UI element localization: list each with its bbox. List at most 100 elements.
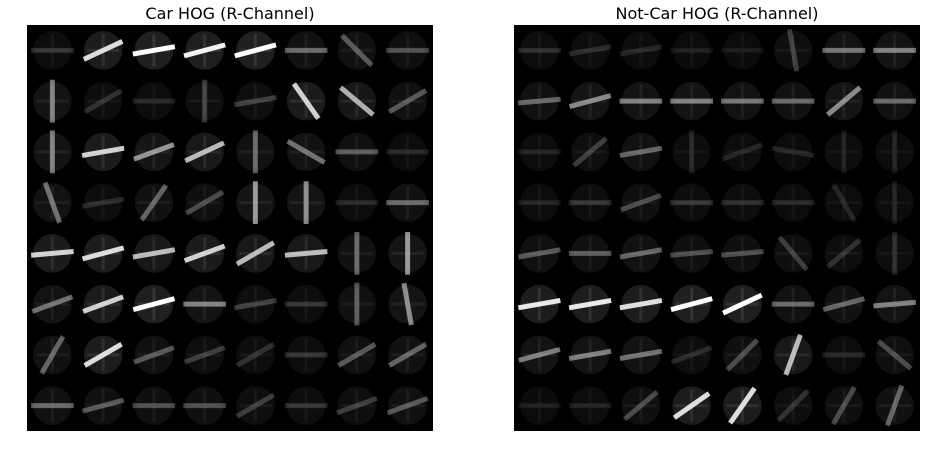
notcar-hog-cell <box>619 132 663 172</box>
car-hog-cell-halo <box>134 335 174 375</box>
notcar-hog-cell <box>670 284 713 324</box>
car-hog-cell <box>388 282 427 326</box>
car-hog-cell-halo <box>33 335 72 375</box>
car-hog-cell-halo <box>337 31 377 70</box>
notcar-hog-cell <box>670 234 714 273</box>
notcar-hog-cell <box>824 81 864 121</box>
notcar-hog-cell-bar <box>517 297 561 311</box>
notcar-hog-cell-bar <box>721 142 764 162</box>
notcar-hog-cell-bar <box>876 339 913 371</box>
car-hog-cell <box>31 386 74 425</box>
notcar-hog-cell-cross <box>827 287 861 321</box>
notcar-hog-cell-halo <box>672 81 711 121</box>
car-hog-cell-cross <box>340 338 374 372</box>
notcar-hog-cell-halo <box>824 284 864 324</box>
notcar-hog-cell <box>822 31 866 70</box>
car-hog-cell-cross <box>36 338 69 372</box>
notcar-hog-cell-halo <box>723 183 762 222</box>
car-hog-cell-halo <box>33 183 72 222</box>
notcar-hog-cell-halo <box>824 183 864 222</box>
notcar-hog-cell <box>723 335 762 375</box>
notcar-hog-cell-cross <box>776 237 810 270</box>
notcar-hog-cell-cross <box>827 389 861 422</box>
notcar-hog-cell-bar <box>728 386 757 425</box>
car-hog-cell-cross <box>86 389 120 422</box>
notcar-hog-cell <box>873 284 917 324</box>
car-hog-cell-cross <box>188 389 221 422</box>
car-hog-cell-halo <box>185 284 224 324</box>
notcar-hog-cell-halo <box>672 335 711 375</box>
car-hog-cell-cross <box>239 135 272 169</box>
car-hog-cell <box>83 335 123 375</box>
notcar-hog-cell <box>518 183 561 222</box>
notcar-hog-cell-halo <box>875 81 914 121</box>
car-hog-cell <box>81 183 125 222</box>
notcar-hog-cell-halo <box>723 335 762 375</box>
notcar-hog-cell-halo <box>824 234 864 273</box>
car-hog-cell <box>284 386 328 425</box>
car-hog-cell <box>33 79 72 123</box>
car-hog-cell-halo <box>388 386 427 425</box>
notcar-hog-cell <box>518 335 561 375</box>
notcar-hog-cell-halo <box>621 183 661 222</box>
notcar-hog-cell-halo <box>773 31 813 70</box>
notcar-hog-cell <box>518 386 561 425</box>
notcar-hog-cell <box>568 234 612 273</box>
car-hog-cell-halo <box>33 81 72 121</box>
car-hog-cell-bar <box>183 243 226 264</box>
car-hog-cell <box>132 386 176 425</box>
car-hog-cell <box>284 335 328 375</box>
notcar-hog-cell-bar <box>568 348 612 362</box>
notcar-hog-cell-bar <box>619 192 662 213</box>
car-hog-cell-cross <box>137 389 171 422</box>
car-hog-cell-bar <box>39 335 66 375</box>
car-hog-cell <box>183 31 226 70</box>
car-hog-cell-halo <box>286 284 326 324</box>
car-hog-cell <box>233 81 277 121</box>
notcar-hog-cell-cross <box>624 237 658 270</box>
notcar-hog-cell <box>723 386 762 425</box>
notcar-hog-cell <box>771 132 815 172</box>
notcar-hog-cell-halo <box>672 234 711 273</box>
car-hog-cell <box>30 234 74 273</box>
car-hog-cell-bar <box>139 183 169 222</box>
notcar-hog-cell <box>875 181 914 224</box>
car-hog-cell-cross <box>391 34 424 67</box>
notcar-hog-cell <box>619 183 662 222</box>
car-hog-cell <box>132 284 176 324</box>
car-hog-cell <box>337 31 377 70</box>
notcar-hog-cell <box>619 284 663 324</box>
car-hog-cell <box>284 284 328 324</box>
notcar-hog-cell <box>568 81 612 121</box>
car-hog-cell-cross <box>289 135 323 169</box>
notcar-hog-cell-bar <box>518 346 561 363</box>
notcar-hog-cell-cross <box>523 84 556 118</box>
notcar-hog-cell <box>773 234 813 273</box>
car-hog-cell-bar <box>132 296 176 313</box>
car-hog-cell-bar <box>82 39 124 62</box>
notcar-hog-cell-bar <box>622 390 659 422</box>
notcar-hog-cell-cross <box>675 84 708 118</box>
car-hog-cell <box>337 81 377 121</box>
car-hog-cell <box>235 386 276 425</box>
car-hog-cell <box>81 234 125 273</box>
car-hog-cell-halo <box>337 183 377 222</box>
car-hog-cell-cross <box>391 389 424 422</box>
car-hog-cell-bar <box>132 44 176 57</box>
car-hog-cell-bar <box>340 33 374 68</box>
notcar-hog-cell-cross <box>624 389 658 422</box>
car-hog-cell-cross <box>289 34 323 67</box>
notcar-hog-cell-halo <box>824 31 864 70</box>
car-hog-cell-halo <box>236 132 275 172</box>
car-hog-cell-cross <box>36 287 69 321</box>
notcar-hog-cell-halo <box>520 81 559 121</box>
car-hog-cell-cross <box>36 84 69 118</box>
notcar-hog-cell-bar <box>670 345 713 365</box>
notcar-hog-cell-halo <box>570 31 610 70</box>
notcar-hog-cell-halo <box>875 183 914 222</box>
car-hog-cell-halo <box>83 81 123 121</box>
car-hog-cell-cross <box>340 287 374 321</box>
notcar-hog-cell <box>720 234 764 273</box>
notcar-hog-cell-halo <box>723 31 762 70</box>
notcar-hog-cell-halo <box>875 386 914 425</box>
